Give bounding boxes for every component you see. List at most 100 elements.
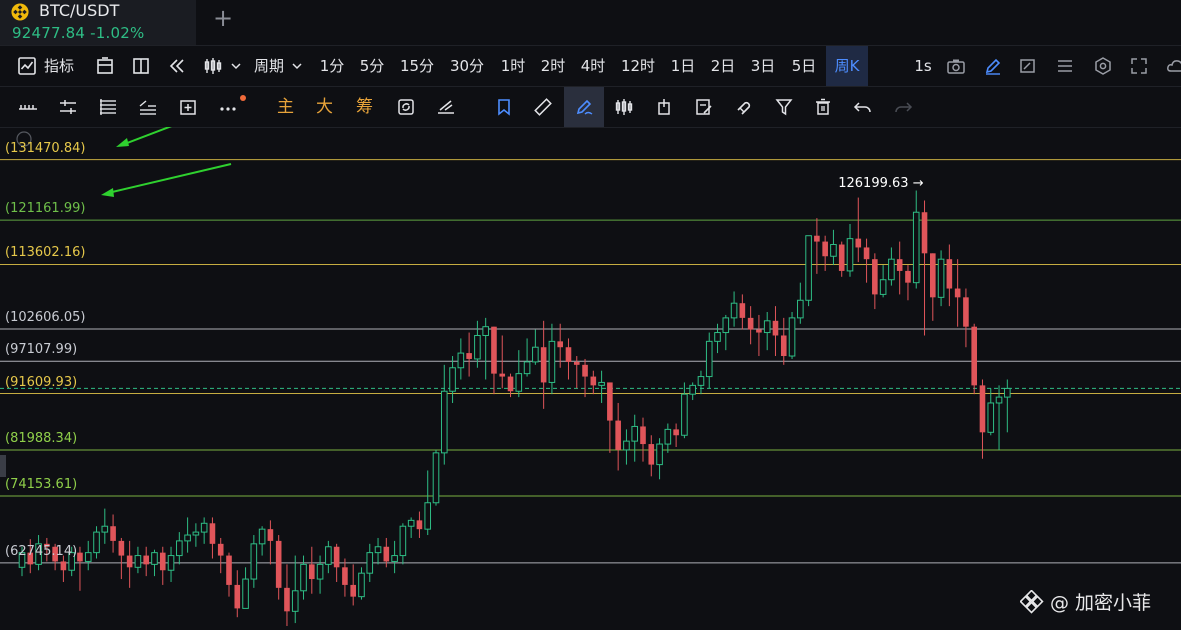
candle-body — [788, 317, 796, 357]
candle-body — [176, 540, 183, 557]
level-label: (74153.61) — [5, 476, 78, 492]
parallel-lines-icon[interactable] — [58, 97, 78, 117]
fib-retracement-icon[interactable] — [98, 97, 118, 117]
candle-body — [979, 385, 986, 433]
popout-icon[interactable] — [1018, 56, 1038, 76]
price-chart[interactable]: (131470.84) (121161.99) (113602.16) (102606… — [0, 123, 1181, 630]
camera-icon[interactable] — [946, 56, 966, 76]
split-view-icon[interactable] — [131, 56, 151, 76]
candle-body — [267, 529, 274, 541]
chevron-down-icon[interactable] — [287, 56, 302, 76]
candle-body — [134, 555, 142, 568]
seconds-button[interactable]: 1s — [914, 57, 932, 75]
symbol-name: BTC/USDT — [39, 1, 120, 20]
panel-collapse-handle[interactable] — [0, 455, 6, 477]
candle-body — [44, 543, 50, 547]
position-icon[interactable] — [654, 97, 674, 117]
sync-icon[interactable] — [396, 97, 416, 117]
candle-body — [143, 555, 149, 565]
brush-icon[interactable] — [564, 87, 604, 127]
filter-icon[interactable] — [774, 97, 794, 117]
candle-body — [407, 519, 415, 527]
annotation-arrow[interactable] — [121, 123, 178, 146]
candle-body — [466, 353, 472, 359]
drawing-handle-icon[interactable] — [16, 131, 32, 147]
candle-body — [846, 238, 854, 272]
settings-icon[interactable] — [1093, 56, 1113, 76]
candle-body — [424, 502, 432, 530]
interval-12h[interactable]: 12时 — [620, 57, 656, 75]
indicator-icon[interactable] — [17, 56, 37, 76]
list-icon[interactable] — [1055, 56, 1075, 76]
draw-tools-icon[interactable] — [436, 97, 456, 117]
candle-type-icon[interactable] — [203, 56, 223, 76]
fullscreen-icon[interactable] — [1129, 56, 1149, 76]
magnet-icon[interactable] — [734, 97, 754, 117]
candlesticks — [18, 190, 1011, 630]
candle-body — [316, 563, 324, 580]
replay-icon[interactable] — [167, 56, 187, 76]
layout-icon[interactable] — [95, 56, 115, 76]
large-order-button[interactable]: 大 — [316, 97, 333, 117]
chevron-down-icon[interactable] — [226, 56, 241, 76]
interval-1d[interactable]: 1日 — [670, 57, 696, 75]
interval-1m[interactable]: 1分 — [319, 57, 345, 75]
trash-icon[interactable] — [813, 97, 833, 117]
candles-icon[interactable] — [614, 97, 634, 117]
level-label: (131470.84) — [5, 140, 86, 156]
interval-3d[interactable]: 3日 — [750, 57, 776, 75]
annotation-arrow[interactable] — [107, 163, 232, 194]
candle-body — [954, 288, 961, 298]
interval-weekly[interactable]: 周K — [826, 46, 868, 86]
interval-1h[interactable]: 1时 — [500, 57, 526, 75]
chart-canvas[interactable] — [0, 123, 1181, 630]
note-icon[interactable] — [694, 97, 714, 117]
candle-body — [416, 520, 423, 530]
ruler-icon[interactable] — [533, 97, 553, 117]
interval-5m[interactable]: 5分 — [359, 57, 385, 75]
indicators-button[interactable]: 指标 — [43, 57, 74, 75]
symbol-tab[interactable]: BTC/USDT 92477.84 -1.02% — [0, 0, 196, 45]
watermark-text: @ 加密小菲 — [1050, 592, 1152, 614]
candle-body — [110, 526, 116, 541]
candle-body — [822, 241, 828, 257]
redo-icon[interactable] — [893, 97, 913, 117]
more-icon[interactable] — [218, 97, 238, 117]
candle-body — [855, 238, 862, 248]
horizontal-ray-icon[interactable] — [18, 97, 38, 117]
pen-icon[interactable] — [983, 56, 1003, 76]
candle-body — [60, 561, 67, 571]
candle-body — [358, 572, 365, 598]
bookmark-icon[interactable] — [494, 97, 514, 117]
trend-level-icon[interactable] — [138, 97, 158, 117]
candle-body — [705, 340, 713, 378]
period-button[interactable]: 周期 — [253, 57, 284, 75]
add-drawing-icon[interactable] — [178, 97, 198, 117]
interval-2h[interactable]: 2时 — [540, 57, 566, 75]
interval-5d[interactable]: 5日 — [791, 57, 817, 75]
candle-body — [374, 546, 382, 554]
add-tab-button[interactable]: + — [213, 4, 234, 32]
candle-body — [234, 584, 241, 609]
interval-15m[interactable]: 15分 — [399, 57, 435, 75]
candle-body — [18, 552, 26, 568]
interval-2d[interactable]: 2日 — [710, 57, 736, 75]
candle-body — [689, 384, 696, 395]
undo-icon[interactable] — [853, 97, 873, 117]
interval-4h[interactable]: 4时 — [580, 57, 606, 75]
candle-body — [118, 540, 125, 556]
candle-body — [590, 376, 597, 386]
candle-body — [391, 555, 398, 562]
candle-body — [722, 317, 730, 334]
candle-body — [963, 297, 969, 327]
candle-body — [449, 367, 456, 392]
main-indicator-button[interactable]: 主 — [277, 97, 294, 117]
candle-body — [879, 279, 887, 295]
interval-30m[interactable]: 30分 — [449, 57, 485, 75]
candle-body — [814, 235, 820, 242]
notification-dot — [240, 95, 246, 101]
chip-distribution-button[interactable]: 筹 — [356, 97, 373, 117]
candle-body — [640, 426, 646, 445]
cloud-icon[interactable] — [1166, 56, 1181, 76]
candle-body — [291, 590, 299, 612]
